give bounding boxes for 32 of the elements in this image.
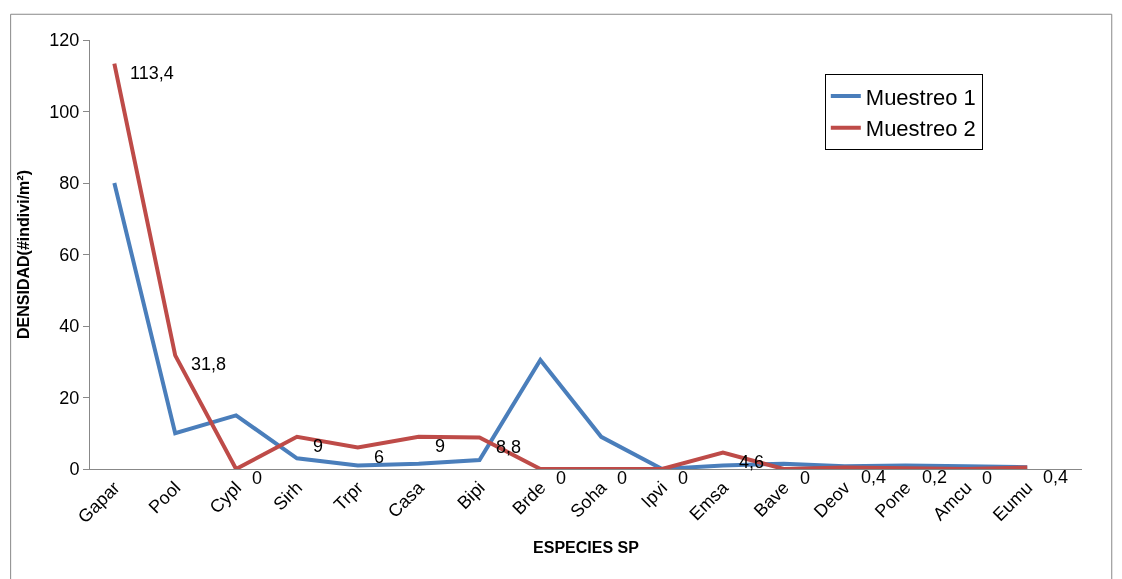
data-label: 0 bbox=[617, 468, 628, 488]
y-axis-title: DENSIDAD(#indivi/m²) bbox=[15, 170, 33, 339]
data-label: 31,8 bbox=[191, 354, 227, 374]
x-tick-label: Ipvi bbox=[637, 477, 672, 512]
data-label: 0,4 bbox=[861, 467, 887, 487]
data-label: 0 bbox=[252, 468, 263, 488]
y-tick-label: 100 bbox=[49, 101, 80, 122]
y-tick-label: 120 bbox=[49, 30, 80, 51]
data-label: 113,4 bbox=[130, 63, 174, 83]
y-tick-label: 20 bbox=[59, 387, 80, 408]
y-tick-label: 0 bbox=[69, 459, 80, 480]
x-tick-label: Sirh bbox=[269, 477, 307, 515]
line-series bbox=[112, 61, 1030, 469]
data-label: 4,6 bbox=[739, 452, 765, 472]
data-label: 9 bbox=[435, 436, 446, 456]
data-label: 9 bbox=[313, 436, 324, 456]
data-label: 0,4 bbox=[1043, 467, 1069, 487]
data-label: 0 bbox=[678, 468, 689, 488]
legend-label: Muestreo 2 bbox=[865, 116, 976, 142]
data-label: 6 bbox=[374, 447, 385, 467]
line-series bbox=[112, 181, 1030, 469]
y-tick-label: 40 bbox=[59, 316, 80, 337]
x-tick-label: Trpr bbox=[329, 477, 367, 515]
data-label: 0 bbox=[556, 468, 567, 488]
y-tick-label: 60 bbox=[59, 244, 80, 265]
x-axis-title: ESPECIES SP bbox=[533, 538, 640, 556]
data-label: 8,8 bbox=[496, 437, 522, 457]
y-tick-label: 80 bbox=[59, 173, 80, 194]
legend-label: Muestreo 1 bbox=[865, 84, 976, 110]
data-label: 0 bbox=[800, 468, 811, 488]
x-tick-label: Bipi bbox=[453, 477, 489, 514]
data-label: 0 bbox=[982, 468, 993, 488]
